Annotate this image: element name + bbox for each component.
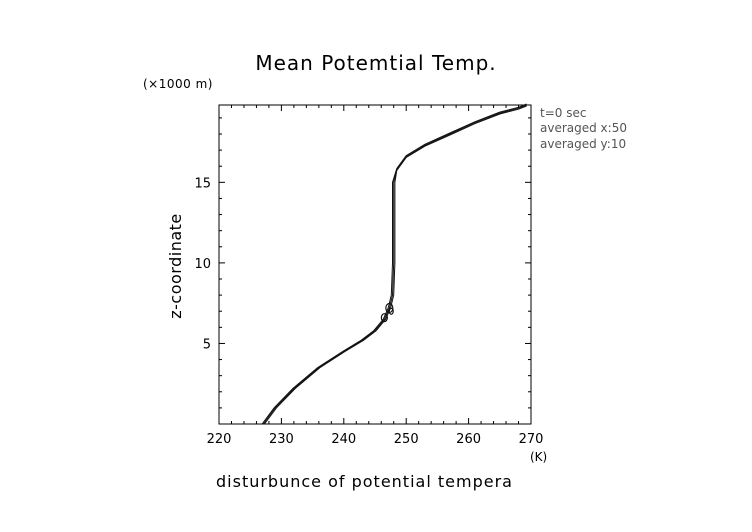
x-tick-label: 230	[269, 432, 294, 447]
annotation-avg-y: averaged y:10	[540, 137, 626, 151]
y-unit-label: (×1000 m)	[143, 77, 213, 91]
series-line	[261, 103, 527, 425]
contour-loop	[380, 313, 388, 323]
y-tick-label: 15	[194, 176, 211, 191]
annotation-avg-x: averaged x:50	[540, 121, 627, 135]
plot-frame	[218, 104, 532, 425]
series-line	[264, 105, 527, 425]
x-unit-label: (K)	[530, 450, 547, 464]
series-line	[262, 104, 527, 425]
x-tick-label: 240	[331, 432, 356, 447]
x-axis-label: disturbunce of potential tempera	[216, 472, 513, 491]
axes: 220 230 240 250 260 270 5 10 15	[194, 104, 544, 447]
y-axis-label: z-coordinate	[166, 213, 185, 319]
annotation-time: t=0 sec	[540, 106, 586, 120]
chart-title: Mean Potemtial Temp.	[255, 51, 496, 75]
x-tick-label: 220	[207, 432, 232, 447]
data-lines	[261, 103, 527, 425]
x-tick-label: 270	[519, 432, 544, 447]
contour-loop	[388, 307, 394, 315]
y-tick-label: 10	[194, 257, 211, 272]
y-tick-label: 5	[203, 337, 211, 352]
x-tick-label: 260	[456, 432, 481, 447]
x-tick-label: 250	[394, 432, 419, 447]
